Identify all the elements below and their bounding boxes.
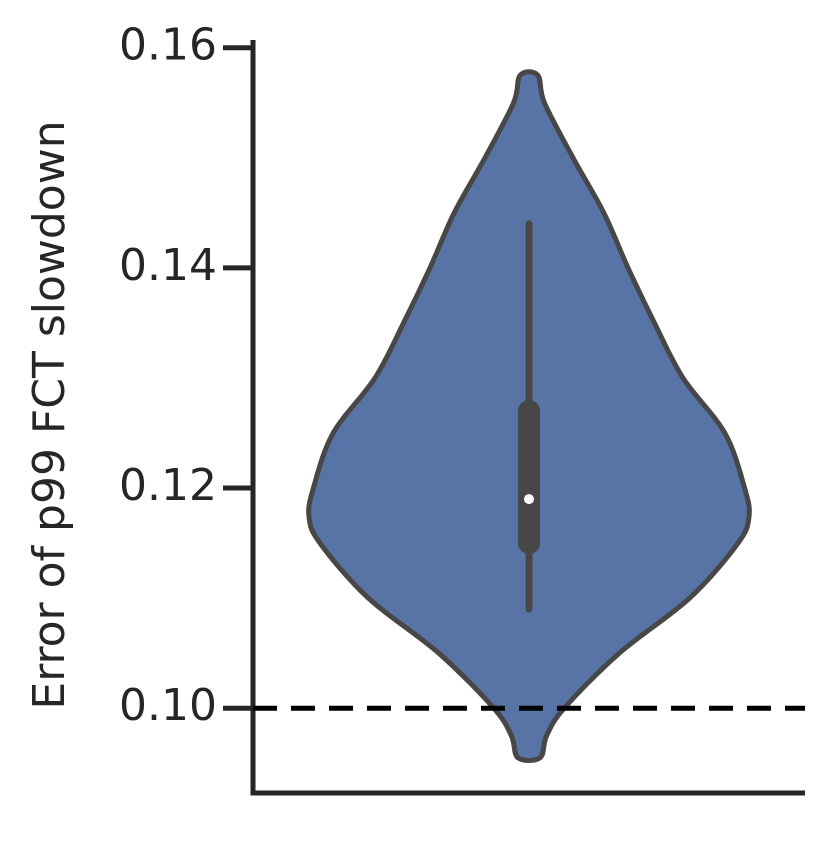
- y-tick-label: 0.12: [119, 460, 217, 511]
- y-tick-label: 0.16: [119, 20, 217, 71]
- y-axis-label: Error of p99 FCT slowdown: [24, 120, 75, 709]
- y-tick-label: 0.10: [119, 680, 217, 731]
- median: [524, 494, 534, 505]
- y-tick-label: 0.14: [119, 240, 217, 291]
- iqr-box: [518, 399, 540, 555]
